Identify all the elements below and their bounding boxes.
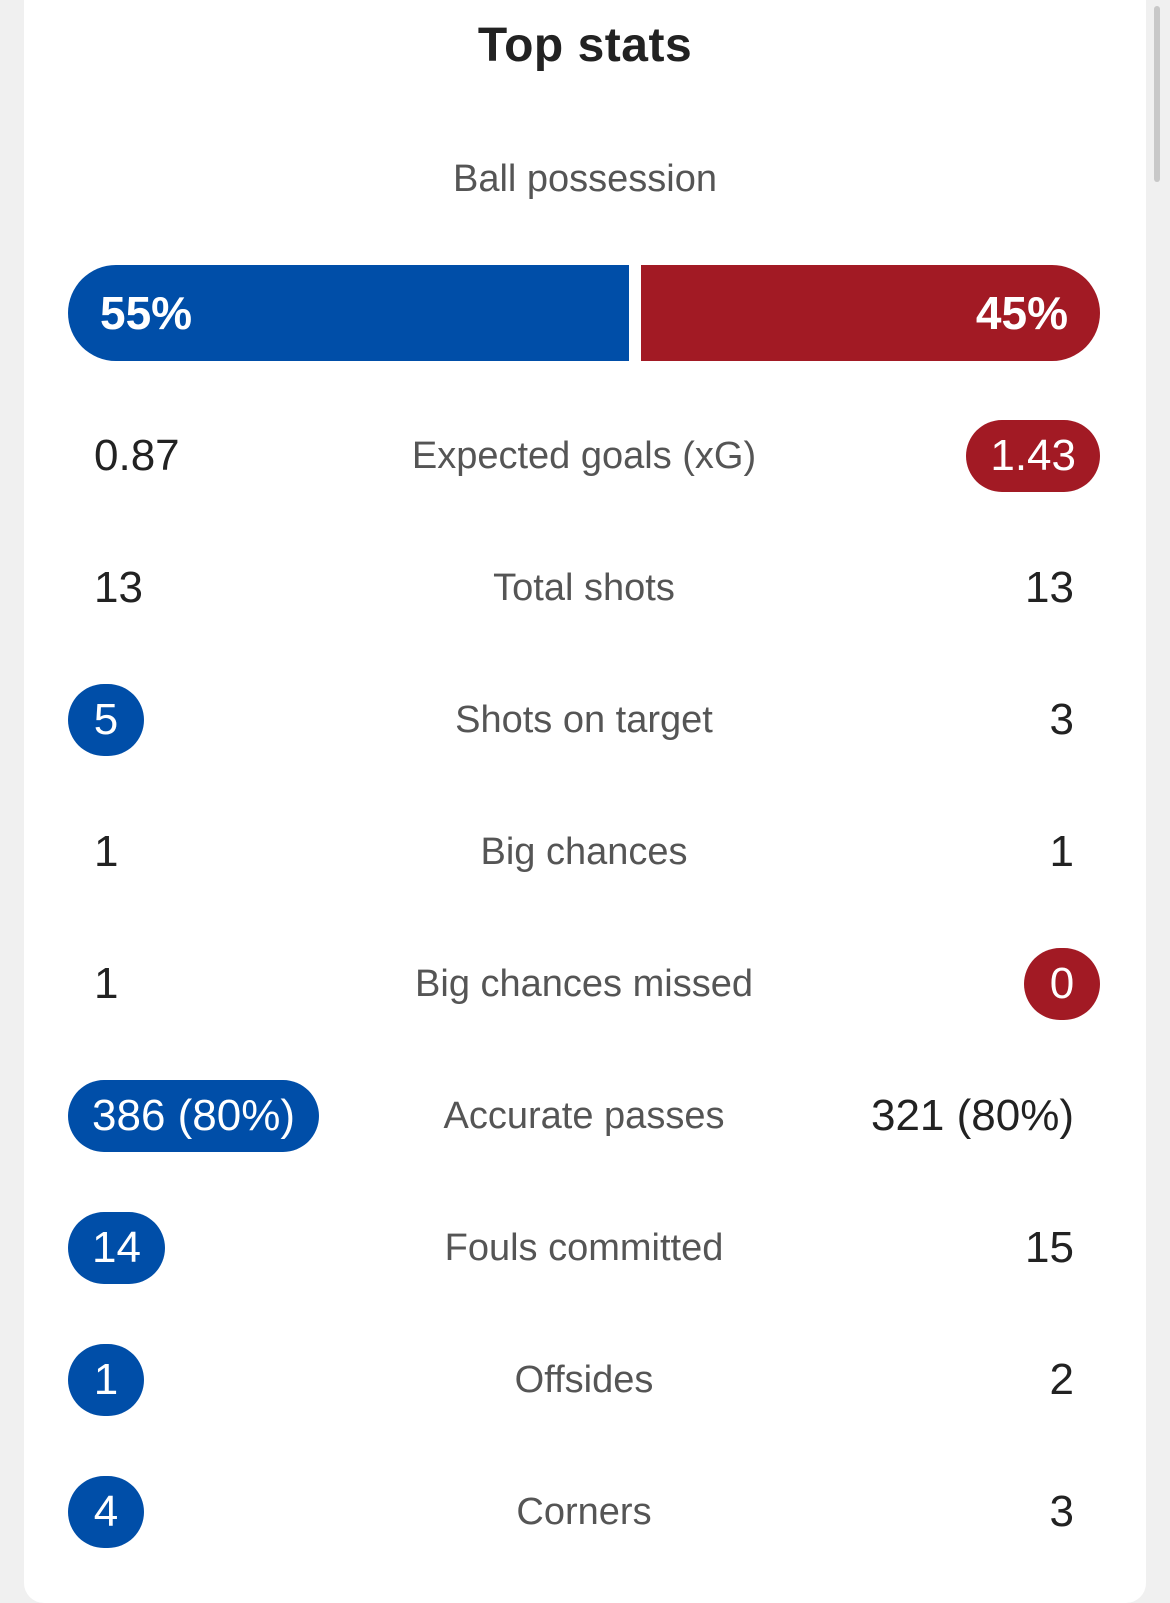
possession-home: 55% xyxy=(68,265,629,361)
home-value: 5 xyxy=(68,684,144,756)
scrollbar[interactable] xyxy=(1154,6,1160,182)
home-value: 1 xyxy=(94,959,119,1008)
stat-row-big-chances: Big chances 1 1 xyxy=(68,812,1100,892)
stat-row-accurate-passes: Accurate passes 386 (80%) 321 (80%) xyxy=(68,1076,1100,1156)
stat-label: Shots on target xyxy=(455,699,713,741)
home-value: 386 (80%) xyxy=(68,1080,320,1152)
away-value: 0 xyxy=(1024,948,1100,1020)
stat-row-offsides: Offsides 1 2 xyxy=(68,1340,1100,1420)
away-value: 3 xyxy=(1049,1487,1074,1536)
stat-label: Fouls committed xyxy=(444,1227,724,1269)
possession-label: Ball possession xyxy=(452,158,718,200)
stat-label: Expected goals (xG) xyxy=(411,435,757,477)
away-value: 13 xyxy=(1025,563,1074,612)
away-value: 15 xyxy=(1025,1223,1074,1272)
stat-label: Corners xyxy=(516,1491,652,1533)
stat-label: Total shots xyxy=(493,567,675,609)
stat-row-corners: Corners 4 3 xyxy=(68,1472,1100,1552)
stat-row-big-chances-missed: Big chances missed 1 0 xyxy=(68,944,1100,1024)
home-value: 14 xyxy=(68,1212,165,1284)
stat-label: Offsides xyxy=(514,1359,654,1401)
stat-label: Big chances missed xyxy=(415,963,753,1005)
home-value: 4 xyxy=(68,1476,144,1548)
section-title: Top stats xyxy=(477,19,693,72)
top-stats-card: Top stats Ball possession 55% 45% Expect… xyxy=(24,0,1146,1603)
stat-row-fouls-committed: Fouls committed 14 15 xyxy=(68,1208,1100,1288)
away-value: 321 (80%) xyxy=(870,1091,1074,1140)
possession-bar: 55% 45% xyxy=(68,265,1100,361)
home-value: 1 xyxy=(94,827,119,876)
home-value: 13 xyxy=(94,563,143,612)
stat-label: Big chances xyxy=(480,831,688,873)
home-value: 0.87 xyxy=(94,431,180,480)
possession-away: 45% xyxy=(641,265,1100,361)
home-value: 1 xyxy=(68,1344,144,1416)
away-value: 3 xyxy=(1049,695,1074,744)
away-value: 2 xyxy=(1049,1355,1074,1404)
stat-row-xg: Expected goals (xG) 0.87 1.43 xyxy=(68,416,1100,496)
stat-row-total-shots: Total shots 13 13 xyxy=(68,548,1100,628)
away-value: 1.43 xyxy=(966,420,1100,492)
stat-row-shots-on-target: Shots on target 5 3 xyxy=(68,680,1100,760)
away-value: 1 xyxy=(1049,827,1074,876)
